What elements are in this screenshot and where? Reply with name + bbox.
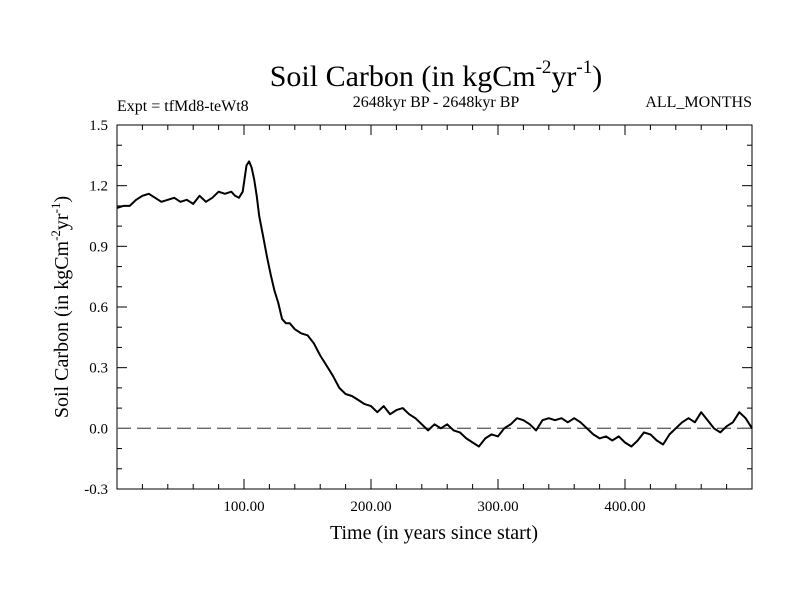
months-label: ALL_MONTHS (645, 94, 752, 111)
chart-title: Soil Carbon (in kgCm-2yr-1) (270, 57, 603, 93)
y-tick-label: 0.0 (89, 421, 108, 437)
y-tick-label: 0.3 (89, 361, 108, 377)
y-tick-label: 0.9 (89, 239, 108, 255)
axis-ticks (117, 124, 752, 490)
y-tick-label: 1.5 (89, 118, 108, 134)
y-tick-label: 0.6 (89, 300, 108, 316)
period-label: 2648kyr BP - 2648kyr BP (353, 94, 520, 111)
ylabel-suffix: ) (51, 196, 73, 203)
plot-frame (116, 124, 753, 490)
x-tick-label: 300.00 (477, 499, 518, 515)
ylabel-sup2: -1 (48, 203, 63, 214)
axis-tick-labels: 100.00 200.00 300.00 400.00 -0.3 0.0 0.3 0.6 0.9… (84, 118, 645, 515)
y-tick-label: -0.3 (84, 482, 108, 498)
soil-carbon-series-line (116, 160, 753, 448)
x-tick-label: 400.00 (604, 499, 645, 515)
ylabel-sup1: -2 (48, 230, 63, 241)
title-prefix: Soil Carbon (in kgCm (270, 60, 536, 93)
title-sup2: -1 (576, 57, 592, 78)
title-suffix: ) (592, 60, 602, 93)
y-axis-label: Soil Carbon (in kgCm-2yr-1) (48, 196, 73, 418)
ylabel-mid: yr (51, 213, 73, 230)
x-tick-label: 100.00 (223, 499, 264, 515)
ylabel-prefix: Soil Carbon (in kgCm (51, 240, 73, 418)
y-tick-label: 1.2 (89, 179, 108, 195)
title-mid: yr (551, 60, 576, 93)
x-axis-label: Time (in years since start) (330, 522, 538, 544)
x-tick-label: 200.00 (350, 499, 391, 515)
title-sup1: -2 (536, 57, 552, 78)
experiment-label: Expt = tfMd8-teWt8 (117, 98, 249, 115)
